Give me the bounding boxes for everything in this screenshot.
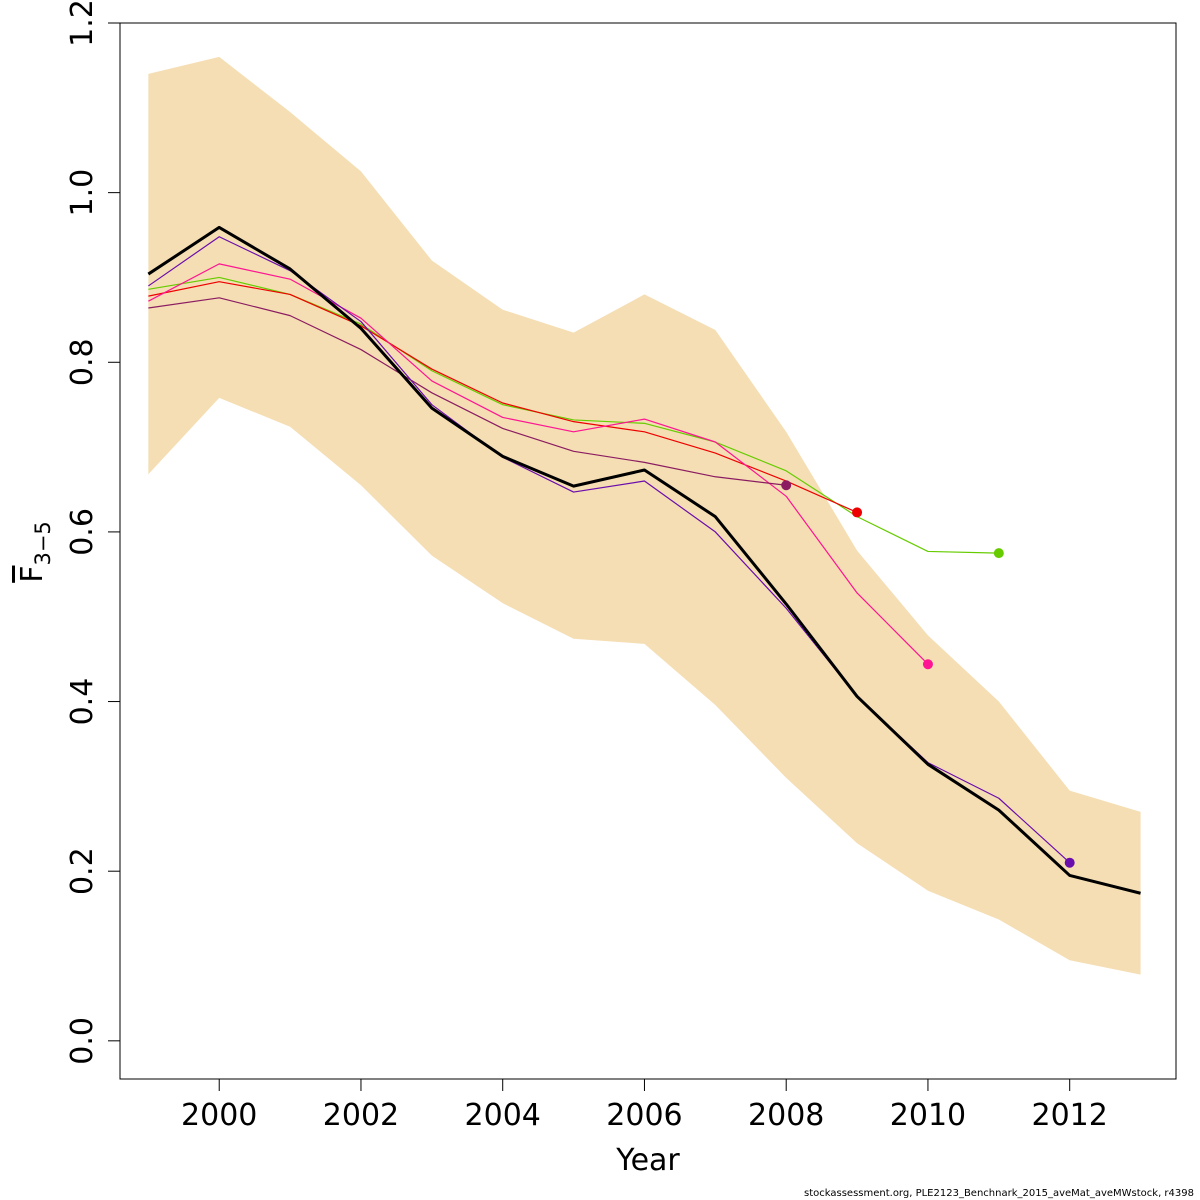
y-axis: 0.0 0.2 0.4 0.6 0.8 1.0 1.2 (65, 0, 120, 1065)
y-axis-title: F3−5 (15, 521, 55, 583)
series-endpoint-1 (852, 507, 863, 518)
y-tick-label-1: 0.2 (65, 847, 100, 895)
series-line-1 (148, 281, 858, 513)
plot-frame (119, 22, 1177, 1080)
series-endpoint-0 (993, 548, 1004, 559)
y-axis-title-subscript: 3−5 (31, 521, 55, 565)
x-tick-label-2004: 2004 (465, 1098, 541, 1133)
x-tick-label-2012: 2012 (1032, 1098, 1108, 1133)
series-line-2 (148, 263, 929, 665)
y-tick-label-3: 0.6 (65, 508, 100, 556)
confidence-band-layer (148, 56, 1141, 975)
y-axis-title-main: F (15, 566, 50, 583)
y-tick-label-2: 0.4 (65, 678, 100, 726)
x-tick-label-2000: 2000 (181, 1098, 257, 1133)
series-line-5 (147, 225, 1141, 895)
confidence-band (148, 56, 1141, 975)
series-line-3 (148, 297, 787, 486)
x-tick-label-2002: 2002 (323, 1098, 399, 1133)
y-tick-label-0: 0.0 (65, 1017, 100, 1065)
x-tick-label-2010: 2010 (890, 1098, 966, 1133)
series-endpoint-2 (922, 659, 933, 670)
credit-text: stockassessment.org, PLE2123_Benchnark_2… (804, 1188, 1194, 1199)
x-axis: 2000 2002 2004 2006 2008 2010 2012 (181, 1079, 1108, 1133)
x-tick-label-2006: 2006 (606, 1098, 682, 1133)
y-tick-label-6: 1.2 (65, 0, 100, 47)
series-endpoint-3 (781, 480, 792, 491)
series-layer (147, 225, 1141, 895)
x-axis-title: Year (615, 1143, 680, 1178)
y-tick-label-4: 0.8 (65, 338, 100, 386)
svg-text:F3−5: F3−5 (15, 521, 55, 583)
x-tick-label-2008: 2008 (748, 1098, 824, 1133)
series-endpoint-4 (1064, 857, 1075, 868)
y-tick-label-5: 1.0 (65, 169, 100, 217)
